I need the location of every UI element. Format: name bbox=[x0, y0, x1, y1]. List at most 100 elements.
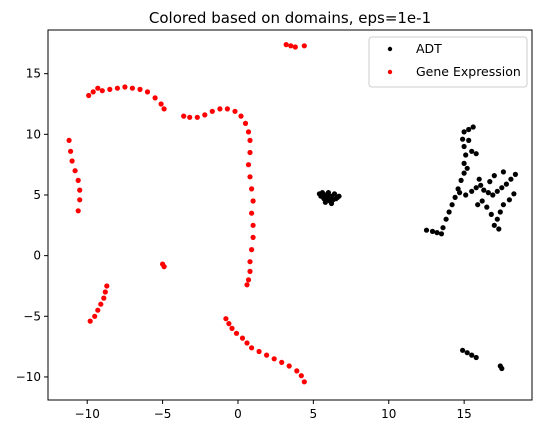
point-adt-13 bbox=[336, 193, 342, 199]
y-tick-label: −10 bbox=[16, 370, 41, 384]
point-gene-expression-9 bbox=[114, 85, 120, 91]
point-gene-expression-1 bbox=[288, 43, 294, 49]
point-adt-33 bbox=[461, 129, 467, 135]
point-gene-expression-11 bbox=[129, 85, 135, 91]
point-gene-expression-57 bbox=[92, 313, 98, 319]
point-adt-44 bbox=[478, 182, 484, 188]
point-gene-expression-72 bbox=[298, 373, 304, 379]
point-adt-5 bbox=[331, 191, 338, 197]
point-adt-63 bbox=[479, 198, 485, 204]
point-adt-69 bbox=[464, 350, 470, 356]
chart-title: Colored based on domains, eps=1e-1 bbox=[149, 9, 431, 27]
point-gene-expression-27 bbox=[245, 129, 252, 135]
point-gene-expression-59 bbox=[223, 316, 229, 322]
point-gene-expression-40 bbox=[245, 277, 252, 283]
point-gene-expression-33 bbox=[250, 198, 256, 204]
point-gene-expression-14 bbox=[152, 95, 158, 101]
point-gene-expression-21 bbox=[209, 108, 215, 114]
point-gene-expression-16 bbox=[161, 106, 167, 112]
legend-label-adt: ADT bbox=[416, 41, 442, 56]
point-adt-20 bbox=[438, 231, 445, 237]
point-gene-expression-52 bbox=[104, 283, 110, 289]
point-gene-expression-3 bbox=[301, 43, 307, 49]
point-gene-expression-22 bbox=[217, 106, 223, 112]
point-gene-expression-67 bbox=[264, 352, 270, 358]
point-adt-42 bbox=[469, 188, 475, 194]
point-gene-expression-60 bbox=[226, 321, 232, 327]
point-gene-expression-44 bbox=[69, 158, 75, 164]
x-tick-label: 5 bbox=[310, 407, 318, 421]
point-adt-50 bbox=[503, 181, 509, 187]
point-gene-expression-20 bbox=[202, 112, 208, 118]
point-adt-38 bbox=[473, 151, 479, 157]
point-adt-21 bbox=[440, 225, 446, 231]
point-gene-expression-68 bbox=[271, 356, 277, 362]
y-tick-label: 5 bbox=[33, 188, 41, 202]
point-gene-expression-23 bbox=[224, 106, 230, 112]
point-adt-52 bbox=[512, 171, 519, 177]
point-adt-19 bbox=[434, 230, 440, 236]
point-adt-16 bbox=[328, 200, 335, 207]
point-adt-47 bbox=[490, 192, 496, 198]
point-gene-expression-2 bbox=[292, 44, 298, 50]
point-gene-expression-48 bbox=[77, 197, 83, 203]
point-adt-57 bbox=[497, 209, 503, 215]
point-gene-expression-6 bbox=[95, 85, 101, 91]
axes-layer: −10 −5 0 5 10 15 −10 −5 0 5 10 15 bbox=[16, 67, 472, 421]
point-adt-43 bbox=[473, 185, 479, 191]
point-gene-expression-53 bbox=[102, 289, 108, 295]
point-adt-29 bbox=[461, 160, 467, 166]
point-adt-56 bbox=[500, 202, 506, 208]
point-gene-expression-15 bbox=[158, 101, 164, 107]
point-gene-expression-58 bbox=[87, 318, 93, 324]
point-gene-expression-39 bbox=[247, 268, 253, 274]
point-gene-expression-62 bbox=[233, 330, 240, 336]
point-gene-expression-5 bbox=[90, 89, 96, 95]
point-adt-64 bbox=[475, 202, 481, 208]
point-gene-expression-8 bbox=[107, 86, 113, 92]
x-tick-label: 10 bbox=[381, 407, 396, 421]
point-adt-71 bbox=[473, 354, 479, 361]
point-adt-53 bbox=[500, 169, 506, 175]
point-gene-expression-47 bbox=[77, 187, 83, 193]
point-adt-36 bbox=[466, 137, 472, 143]
point-gene-expression-0 bbox=[283, 42, 289, 48]
point-adt-49 bbox=[499, 185, 505, 191]
point-gene-expression-29 bbox=[247, 149, 253, 156]
point-gene-expression-63 bbox=[239, 335, 246, 341]
plot-frame bbox=[47, 29, 533, 401]
point-gene-expression-25 bbox=[238, 113, 244, 119]
legend-label-gene-expression: Gene Expression bbox=[416, 64, 521, 79]
point-gene-expression-54 bbox=[101, 295, 107, 301]
point-gene-expression-69 bbox=[279, 359, 285, 365]
point-gene-expression-66 bbox=[256, 348, 262, 355]
legend-marker-gene-expression bbox=[387, 69, 393, 75]
point-adt-14 bbox=[325, 194, 331, 200]
point-adt-15 bbox=[322, 199, 328, 205]
point-adt-70 bbox=[469, 352, 475, 358]
point-gene-expression-46 bbox=[75, 177, 81, 183]
point-adt-30 bbox=[463, 152, 469, 158]
point-gene-expression-65 bbox=[249, 345, 255, 351]
point-adt-46 bbox=[485, 190, 491, 196]
point-adt-55 bbox=[506, 197, 512, 203]
point-adt-59 bbox=[491, 222, 497, 228]
point-gene-expression-17 bbox=[181, 113, 187, 119]
point-adt-67 bbox=[491, 173, 497, 179]
point-adt-48 bbox=[494, 188, 500, 194]
point-adt-23 bbox=[446, 209, 452, 215]
point-gene-expression-28 bbox=[247, 137, 253, 143]
x-tick-label: 15 bbox=[457, 407, 472, 421]
point-adt-41 bbox=[463, 192, 469, 198]
point-gene-expression-42 bbox=[66, 137, 72, 143]
point-adt-17 bbox=[423, 227, 430, 233]
point-gene-expression-32 bbox=[249, 186, 255, 192]
point-gene-expression-35 bbox=[250, 222, 256, 228]
y-tick-label: 0 bbox=[33, 249, 41, 263]
point-adt-39 bbox=[464, 165, 470, 171]
point-gene-expression-71 bbox=[294, 368, 300, 374]
point-gene-expression-49 bbox=[75, 208, 81, 214]
point-adt-73 bbox=[499, 365, 505, 372]
point-gene-expression-51 bbox=[161, 264, 167, 270]
